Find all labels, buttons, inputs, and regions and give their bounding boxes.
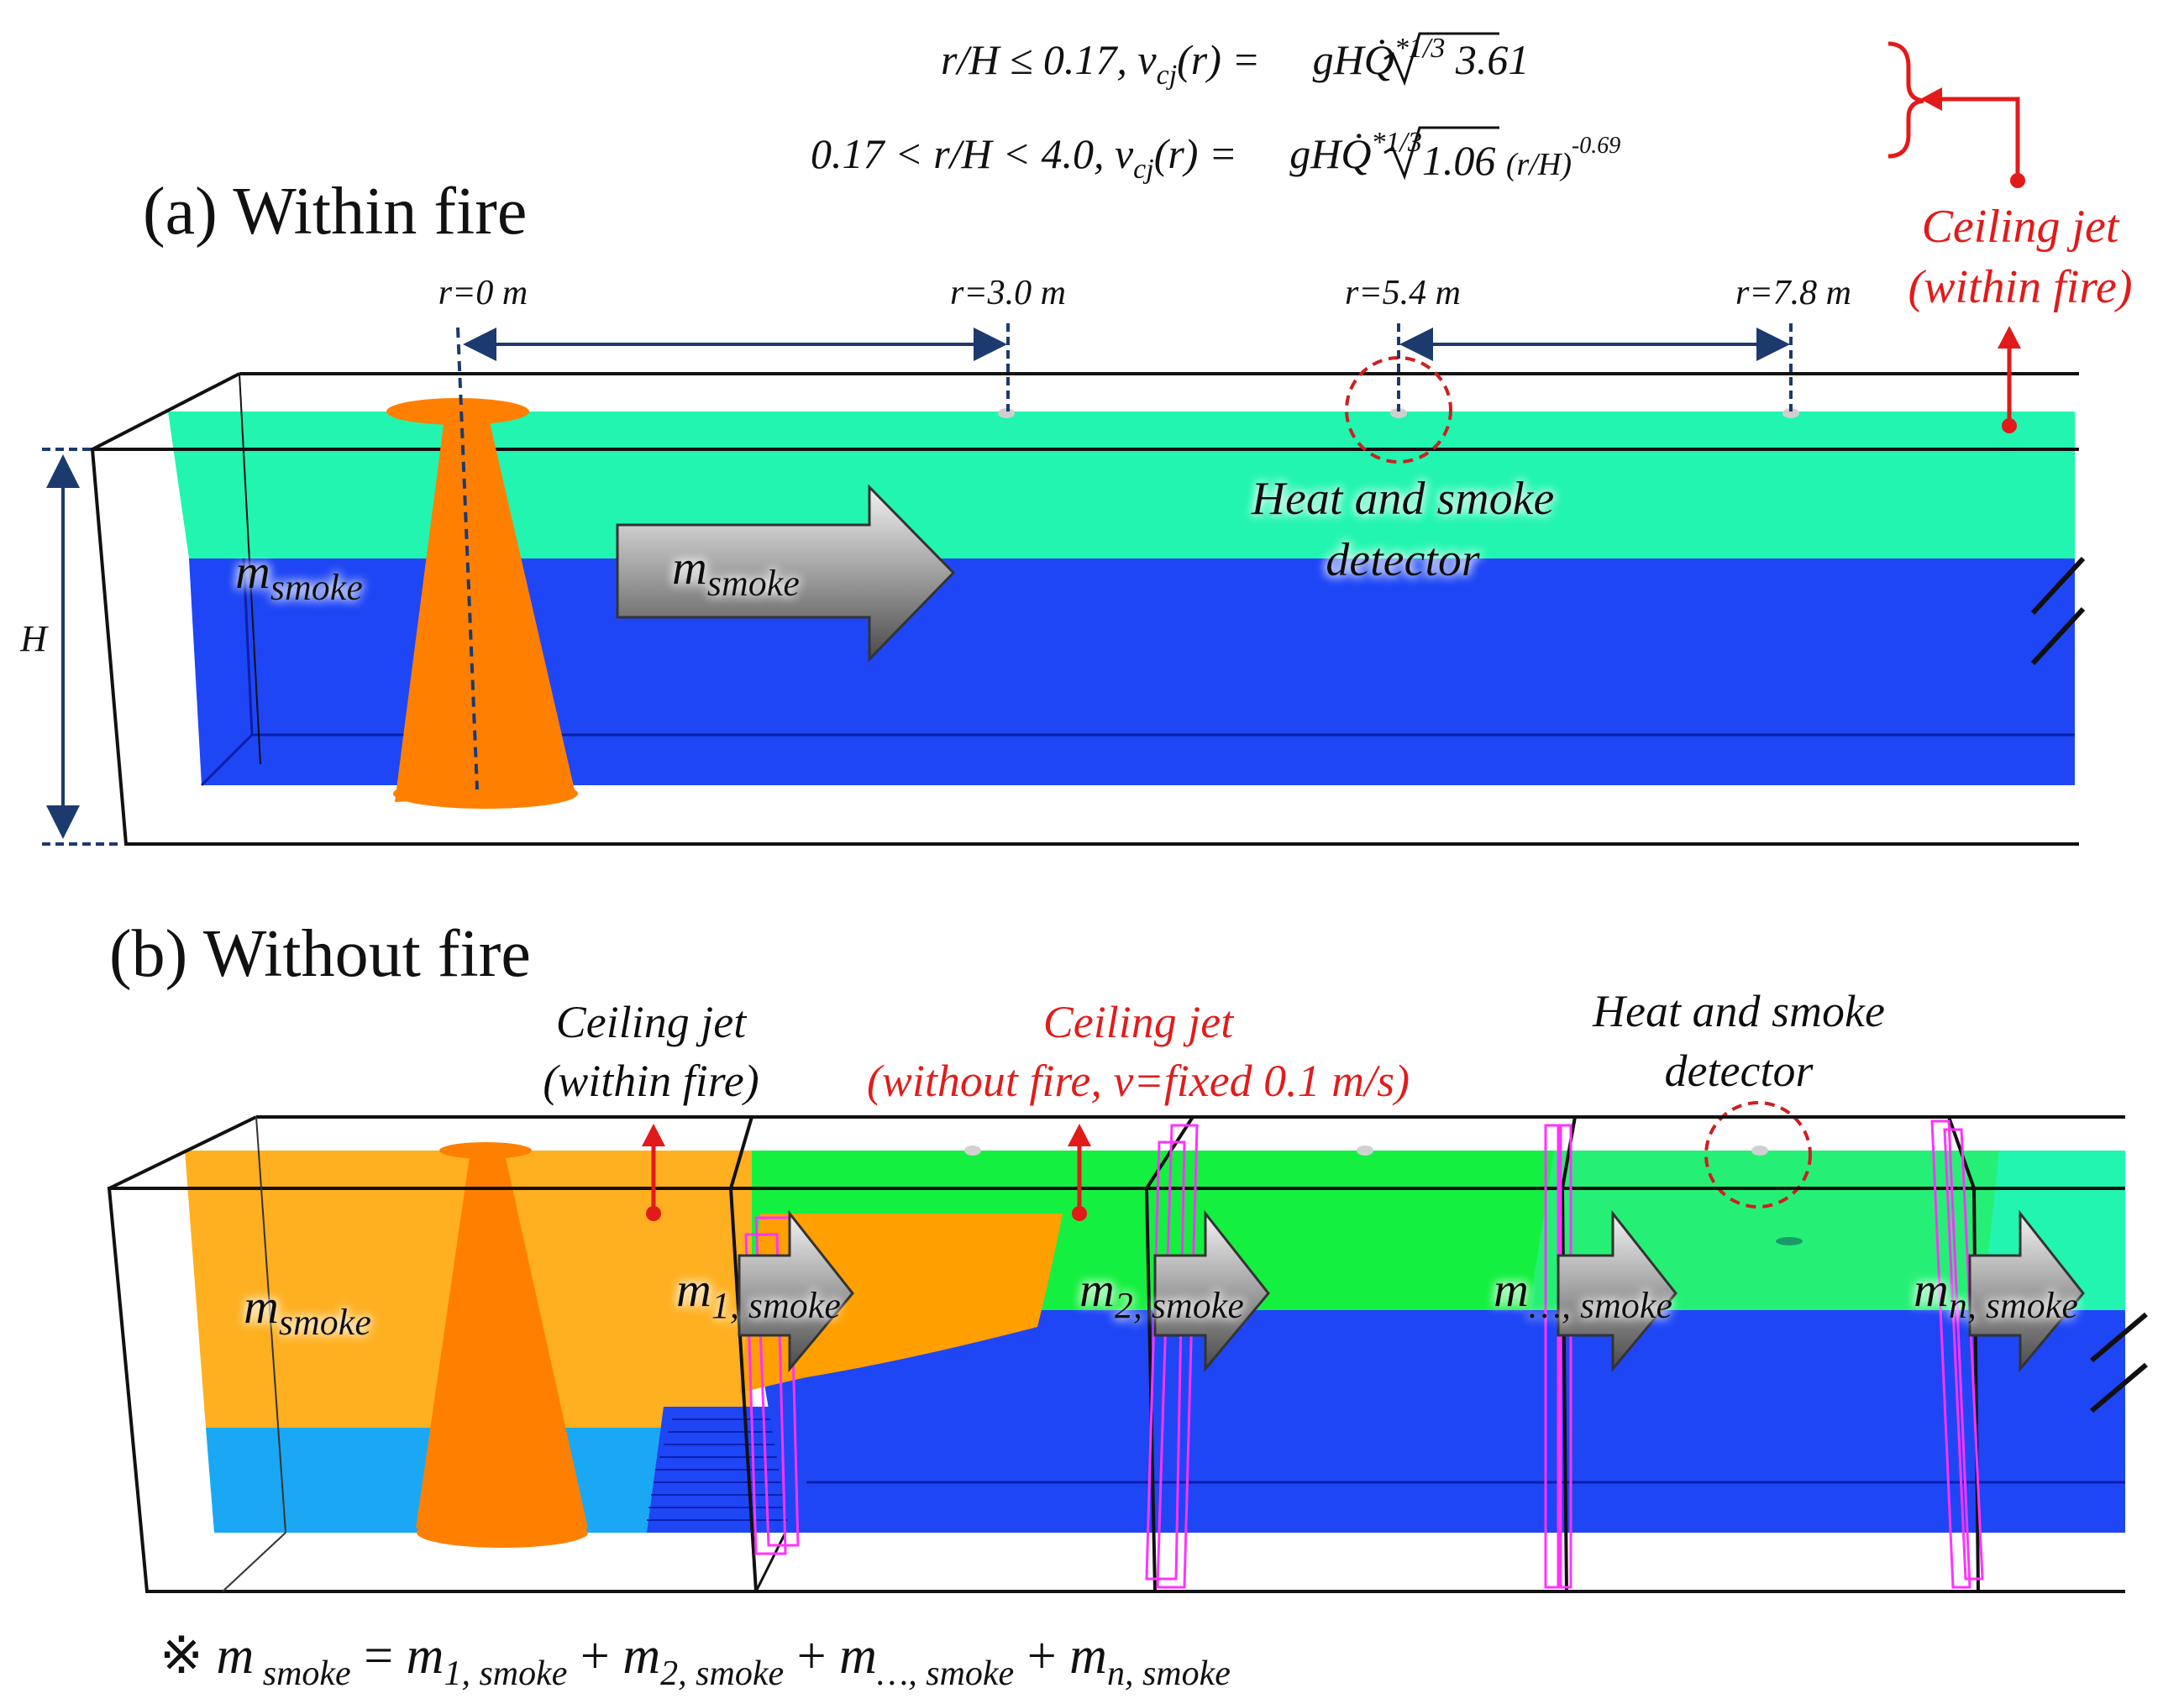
panel-b-title: (b) Without fire	[109, 917, 531, 991]
cj-within-pointer-b-head	[642, 1124, 665, 1146]
fire-plume-a	[395, 412, 575, 802]
segment-divider-1b	[754, 1532, 787, 1592]
back-vertical-a	[242, 558, 254, 736]
frame-b-front	[107, 1187, 2125, 1593]
break-mark-b-1	[2090, 1312, 2148, 1363]
fire-plume-top-a	[386, 398, 529, 425]
m-smoke-flow-label-a: msmoke	[672, 540, 800, 604]
ceiling-jet-label-a-line2: (within fire)	[1908, 261, 2132, 313]
formula-brace	[1887, 41, 1924, 159]
ceiling-jet-label-a-line1: Ceiling jet	[1922, 201, 2120, 253]
segment-divider-2	[1144, 1115, 1194, 1592]
brace-pointer-arrow	[1932, 97, 2020, 181]
fire-plume-b	[416, 1151, 588, 1528]
cj-within-label-b-line1: Ceiling jet	[556, 997, 748, 1047]
flow-arrow-b-1	[738, 1209, 854, 1373]
tunnel-a	[90, 327, 2086, 846]
m-smoke-label-a: msmoke	[235, 544, 363, 608]
tunnel-b	[107, 1101, 2148, 1593]
radius-label-5: r=5.4 m	[1345, 274, 1461, 312]
sensor-a-2	[1390, 408, 1407, 418]
radius-label-0: r=0 m	[438, 274, 528, 312]
m-smoke-label-b: msmoke	[244, 1279, 371, 1343]
inner-diag-a	[200, 733, 254, 787]
hatch-lines-b	[647, 1418, 803, 1521]
break-mark-a-2	[2030, 606, 2086, 666]
fire-plume-base-a	[393, 779, 578, 809]
sqrt-sign-1	[1383, 32, 1499, 87]
detector-circle-b	[1704, 1101, 1812, 1209]
panel-a-title: (a) Within fire	[143, 175, 527, 249]
detector-label-b-line2: detector	[1665, 1046, 1814, 1096]
formula-block: r/H ≤ 0.17, vcj(r) = gHQ̇*1/3 3.61 0.17 …	[811, 32, 1620, 185]
sensor-b-3	[1751, 1146, 1768, 1156]
break-mark-a-1	[2030, 556, 2086, 616]
frame-b-corner	[108, 1115, 257, 1190]
formula-line-2: 0.17 < r/H < 4.0, vcj(r) = gHQ̇*1/31.06 …	[811, 127, 1620, 185]
sensor-shadow-b	[1776, 1237, 1803, 1245]
flow-arrow-b-3	[1557, 1209, 1677, 1373]
frame-b-inner-diag	[222, 1532, 286, 1592]
radius-label-3: r=3.0 m	[950, 274, 1066, 312]
cj-without-pointer-b-dot	[1072, 1206, 1087, 1221]
ceiling-jet-pointer-a-dot	[2002, 418, 2017, 433]
cj-within-pointer-b-dot	[646, 1206, 661, 1221]
frame-a-front	[90, 448, 2079, 846]
mn-smoke-label-b: mn, smoke	[1914, 1262, 2078, 1326]
fire-plume-base-b	[417, 1518, 588, 1548]
detector-label-a-line1: Heat and smoke	[1251, 473, 1555, 525]
footnote-equation: ※ m smoke = m1, smoke + m2, smoke + m…, …	[160, 1628, 1231, 1693]
segment-divider-1	[728, 1116, 758, 1592]
formula-line-1: r/H ≤ 0.17, vcj(r) = gHQ̇*1/3 3.61	[941, 33, 1529, 91]
break-mark-b-2	[2090, 1362, 2148, 1413]
cj-without-pointer-b-head	[1068, 1124, 1091, 1146]
brace-pointer-dot	[2010, 173, 2025, 188]
flow-arrows-b	[738, 1209, 2085, 1373]
flow-arrow-a	[616, 484, 956, 663]
detector-label-b-line1: Heat and smoke	[1592, 986, 1885, 1036]
height-dimension: H	[19, 448, 118, 846]
cj-within-label-b-line2: (within fire)	[543, 1056, 759, 1106]
mdots-smoke-label-b: m…, smoke	[1494, 1262, 1672, 1326]
radius-dimensions-a: r=0 m r=3.0 m r=5.4 m r=7.8 m	[438, 274, 1851, 412]
cj-without-label-b-line1: Ceiling jet	[1043, 997, 1235, 1047]
sensor-a-3	[1782, 408, 1799, 418]
m2-smoke-label-b: m2, smoke	[1079, 1262, 1244, 1326]
fire-plume-top-b	[439, 1142, 532, 1159]
detector-label-a-line2: detector	[1326, 534, 1480, 586]
flow-arrow-b-4	[1968, 1209, 2085, 1373]
plume-axis-a	[456, 327, 479, 790]
frame-b-back-vert	[255, 1116, 286, 1534]
radius-label-7: r=7.8 m	[1735, 274, 1851, 312]
cj-without-label-b-line2: (without fire, v=fixed 0.1 m/s)	[867, 1056, 1410, 1106]
brace-pointer-head	[1920, 87, 1942, 111]
flow-arrow-b-2	[1153, 1209, 1270, 1373]
ceiling-jet-pointer-a-head	[1998, 326, 2021, 349]
height-label: H	[19, 618, 49, 659]
frame-a-back-vert	[239, 373, 261, 765]
pink-frames-b	[744, 1119, 1984, 1589]
sensor-b-1	[964, 1146, 981, 1156]
sqrt-sign-2	[1383, 126, 1499, 181]
m1-smoke-label-b: m1, smoke	[676, 1262, 841, 1326]
air-layer-b	[752, 1310, 2125, 1533]
sensor-b-2	[1357, 1146, 1373, 1156]
sensor-a-1	[998, 408, 1015, 418]
frame-a-corner	[92, 372, 240, 451]
